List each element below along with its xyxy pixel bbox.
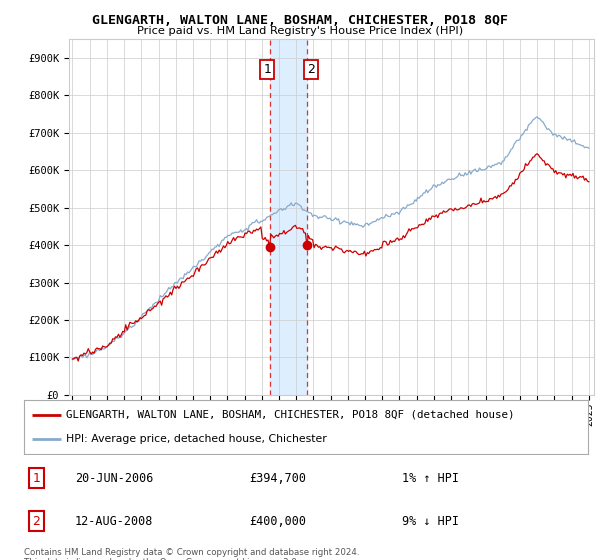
Text: 1: 1: [263, 63, 271, 76]
Text: 9% ↓ HPI: 9% ↓ HPI: [402, 515, 459, 528]
Bar: [270, 39, 307, 395]
Text: £400,000: £400,000: [250, 515, 307, 528]
Text: 2: 2: [307, 63, 315, 76]
Text: Contains HM Land Registry data © Crown copyright and database right 2024.
This d: Contains HM Land Registry data © Crown c…: [24, 548, 359, 560]
Text: Price paid vs. HM Land Registry's House Price Index (HPI): Price paid vs. HM Land Registry's House …: [137, 26, 463, 36]
Text: 12-AUG-2008: 12-AUG-2008: [75, 515, 153, 528]
Text: 2: 2: [32, 515, 40, 528]
Text: GLENGARTH, WALTON LANE, BOSHAM, CHICHESTER, PO18 8QF: GLENGARTH, WALTON LANE, BOSHAM, CHICHEST…: [92, 14, 508, 27]
Text: HPI: Average price, detached house, Chichester: HPI: Average price, detached house, Chic…: [66, 434, 327, 444]
Text: £394,700: £394,700: [250, 472, 307, 485]
Text: 1% ↑ HPI: 1% ↑ HPI: [402, 472, 459, 485]
Text: 20-JUN-2006: 20-JUN-2006: [75, 472, 153, 485]
Text: 1: 1: [32, 472, 40, 485]
Text: GLENGARTH, WALTON LANE, BOSHAM, CHICHESTER, PO18 8QF (detached house): GLENGARTH, WALTON LANE, BOSHAM, CHICHEST…: [66, 410, 515, 420]
